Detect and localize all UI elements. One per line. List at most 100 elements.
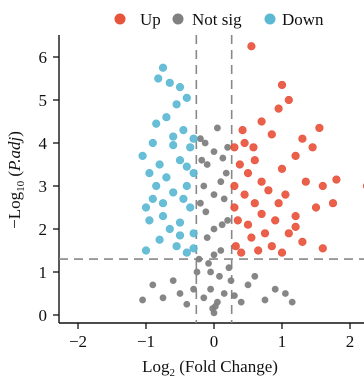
data-point-up (298, 134, 307, 143)
y-tick-label: 0 (39, 306, 48, 325)
data-point-not-sig (217, 178, 225, 186)
data-point-down (158, 212, 168, 221)
data-point-up (267, 242, 276, 251)
data-point-up (277, 164, 287, 173)
data-point-not-sig (237, 298, 245, 306)
data-point-not-sig (193, 268, 201, 276)
legend-marker-not-sig (172, 13, 184, 25)
data-point-down (165, 224, 174, 234)
legend: Up Not sig Down (114, 10, 324, 29)
data-point-up (230, 181, 239, 191)
data-point-down (186, 203, 195, 212)
data-points (138, 42, 364, 317)
data-point-up (318, 181, 327, 191)
data-point-down (179, 194, 188, 203)
data-point-not-sig (202, 208, 210, 216)
data-point-not-sig (210, 148, 218, 156)
data-point-down (162, 173, 171, 182)
data-point-not-sig (200, 294, 208, 302)
data-point-up (284, 229, 293, 238)
data-point-up (249, 143, 258, 152)
data-point-up (230, 143, 239, 152)
data-point-down (189, 134, 198, 143)
data-point-down (186, 143, 195, 152)
data-point-down (148, 138, 157, 148)
data-point-up (274, 104, 283, 113)
data-point-up (257, 117, 266, 126)
data-point-not-sig (203, 161, 211, 168)
data-point-not-sig (282, 290, 289, 297)
data-point-up (267, 130, 276, 139)
data-point-up (257, 177, 266, 186)
data-point-not-sig (251, 272, 259, 280)
data-point-not-sig (244, 281, 252, 289)
data-point-up (284, 95, 293, 105)
data-point-up (301, 177, 310, 186)
data-point-up (291, 222, 300, 231)
data-point-not-sig (220, 195, 228, 203)
x-tick-label: 0 (210, 332, 219, 351)
data-point-not-sig (224, 217, 232, 224)
data-point-down (175, 82, 185, 92)
data-point-not-sig (214, 124, 221, 132)
data-point-not-sig (207, 268, 215, 276)
y-axis-title-paren-close: ) (5, 131, 24, 137)
data-point-down (182, 248, 191, 257)
data-point-down (138, 151, 147, 160)
data-point-not-sig (205, 260, 212, 267)
data-point-down (189, 244, 198, 253)
data-point-down (158, 199, 168, 208)
data-point-down (148, 194, 157, 203)
y-tick-label: 3 (39, 177, 48, 196)
legend-label-not-sig: Not sig (192, 10, 242, 29)
axis-ticks: −2 −1 0 1 2 0 1 2 3 4 5 6 (39, 48, 355, 351)
x-tick-label: 2 (346, 332, 355, 351)
data-point-not-sig (149, 281, 157, 289)
y-axis-title: −Log10 (P.adj) (5, 131, 27, 229)
data-point-up (243, 220, 253, 229)
data-point-not-sig (271, 285, 279, 293)
data-point-up (250, 199, 259, 208)
data-point-down (162, 113, 171, 122)
y-tick-label: 5 (39, 91, 48, 110)
data-point-down (145, 216, 154, 225)
legend-marker-up (114, 13, 126, 25)
data-point-not-sig (198, 156, 206, 164)
data-point-not-sig (209, 305, 217, 312)
data-point-up (328, 199, 338, 208)
data-point-not-sig (201, 139, 209, 147)
data-point-up (277, 248, 287, 257)
data-point-down (175, 231, 185, 240)
data-point-down (182, 162, 191, 171)
data-point-not-sig (197, 135, 204, 143)
data-point-not-sig (218, 221, 226, 229)
data-point-not-sig (190, 285, 198, 293)
data-point-down (169, 141, 178, 150)
data-point-not-sig (219, 154, 227, 162)
data-point-up (281, 190, 290, 199)
y-tick-label: 4 (39, 134, 48, 153)
x-axis-title-subscript: 2 (169, 367, 175, 379)
data-point-down (154, 74, 163, 83)
data-point-not-sig (288, 298, 296, 306)
data-point-down (175, 156, 185, 165)
x-tick-label: −1 (137, 332, 155, 351)
data-point-up (308, 143, 317, 152)
x-axis-title: Log2 (Fold Change) (142, 357, 278, 379)
data-point-up (247, 42, 256, 51)
x-axis-title-rest: (Fold Change) (175, 357, 278, 376)
data-point-down (175, 218, 185, 227)
data-point-not-sig (207, 285, 215, 293)
data-point-up (291, 151, 300, 160)
data-point-down (141, 203, 151, 212)
data-point-down (172, 100, 181, 109)
data-point-down (189, 169, 198, 178)
data-point-up (277, 80, 287, 90)
data-point-down (169, 132, 178, 141)
data-point-not-sig (216, 272, 223, 280)
data-point-not-sig (224, 143, 232, 151)
data-point-up (240, 190, 249, 199)
y-tick-label: 6 (39, 48, 48, 67)
data-point-not-sig (195, 255, 203, 263)
